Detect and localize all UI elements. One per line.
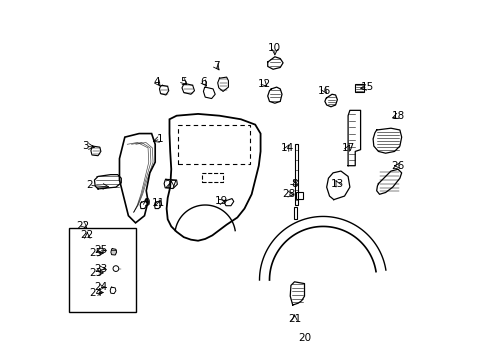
Text: 22: 22 <box>81 230 94 240</box>
Text: 28: 28 <box>282 189 295 199</box>
Text: 2: 2 <box>85 180 92 190</box>
Text: 19: 19 <box>214 197 227 206</box>
Text: 26: 26 <box>391 161 404 171</box>
Text: 24: 24 <box>94 282 107 292</box>
Text: 25: 25 <box>89 248 102 258</box>
Text: 18: 18 <box>391 111 404 121</box>
Text: 22: 22 <box>76 221 89 231</box>
Text: 9: 9 <box>142 198 149 208</box>
Text: 8: 8 <box>290 179 297 189</box>
Text: 23: 23 <box>89 268 102 278</box>
Text: 11: 11 <box>152 198 165 208</box>
Bar <box>296 192 303 199</box>
Text: 25: 25 <box>94 246 107 255</box>
Text: 10: 10 <box>268 43 281 53</box>
Bar <box>201 173 223 182</box>
Bar <box>69 228 135 312</box>
Text: 14: 14 <box>280 143 293 153</box>
Text: 1: 1 <box>157 134 163 144</box>
Text: 20: 20 <box>298 333 311 343</box>
Text: 24: 24 <box>89 288 102 297</box>
Text: 13: 13 <box>330 179 343 189</box>
Text: 7: 7 <box>212 61 219 71</box>
Text: 12: 12 <box>257 78 270 89</box>
Text: 4: 4 <box>153 77 160 87</box>
Text: 16: 16 <box>318 86 331 96</box>
Text: 15: 15 <box>360 82 374 92</box>
Bar <box>354 84 364 93</box>
Text: 23: 23 <box>94 264 107 274</box>
Text: 21: 21 <box>287 314 301 324</box>
Text: 3: 3 <box>82 141 89 151</box>
Text: 27: 27 <box>164 180 178 190</box>
Text: 17: 17 <box>341 143 354 153</box>
Text: 6: 6 <box>200 77 206 87</box>
Text: 5: 5 <box>180 77 187 87</box>
